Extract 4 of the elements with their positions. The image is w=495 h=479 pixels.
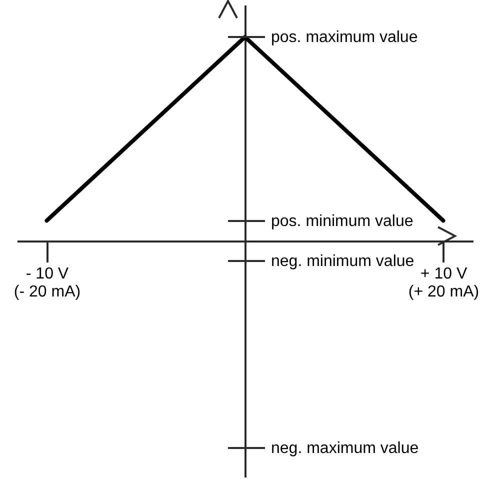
annotation: pos. maximum value [271, 29, 418, 46]
x-tick-label: - 10 V (- 20 mA) [14, 266, 81, 300]
text: neg. maximum value [271, 440, 419, 457]
annotation: pos. minimum value [271, 213, 414, 230]
